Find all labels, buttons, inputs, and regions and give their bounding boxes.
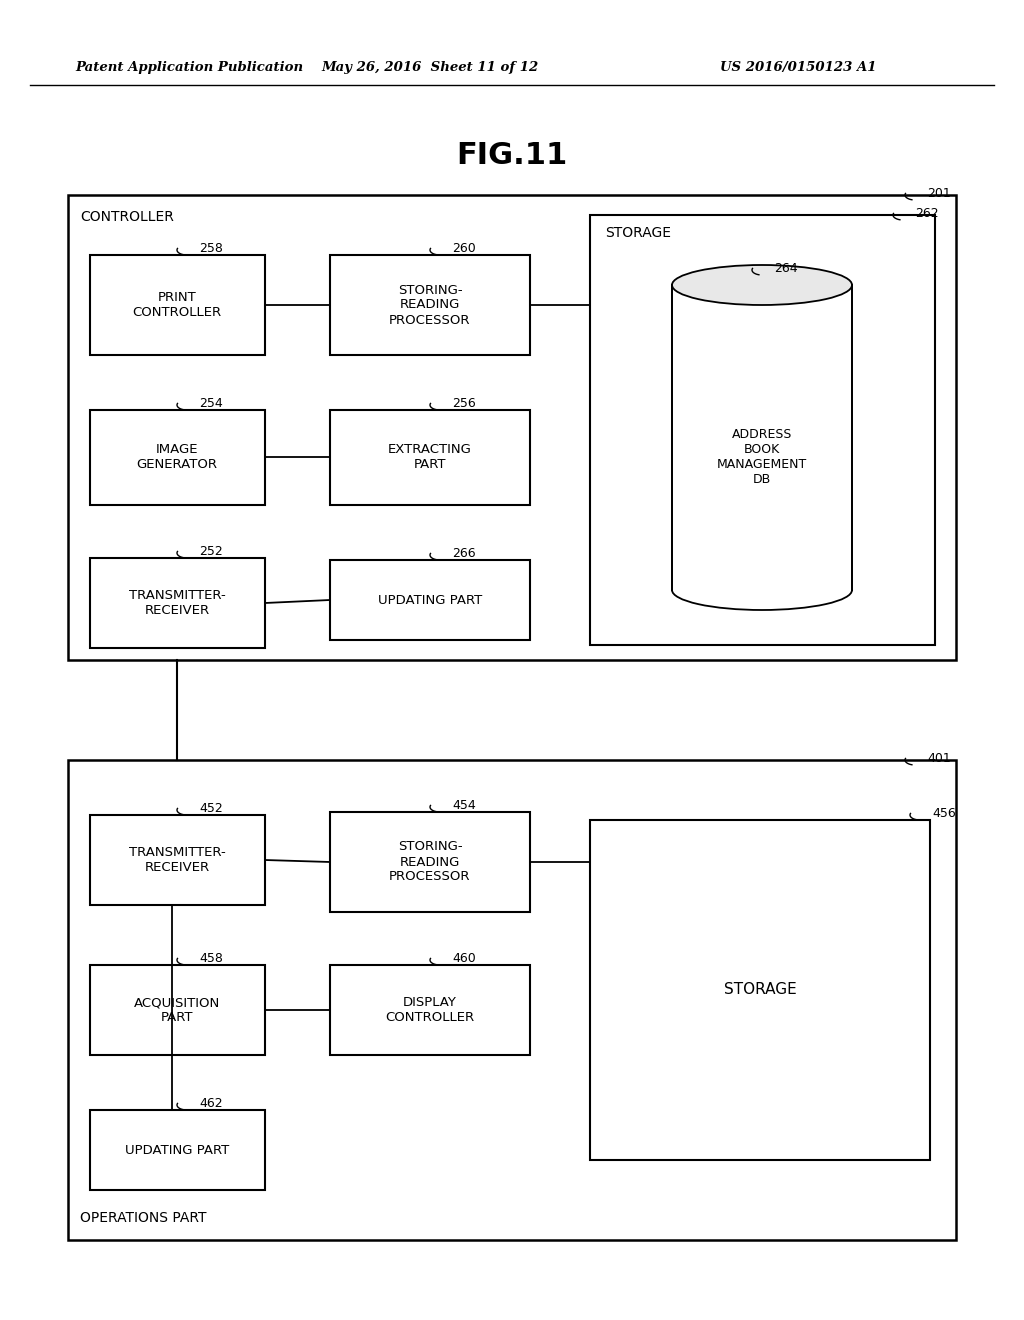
Text: STORING-
READING
PROCESSOR: STORING- READING PROCESSOR (389, 284, 471, 326)
Ellipse shape (672, 265, 852, 305)
Text: CONTROLLER: CONTROLLER (80, 210, 174, 224)
Text: STORAGE: STORAGE (724, 982, 797, 998)
Text: 454: 454 (452, 799, 476, 812)
Text: DISPLAY
CONTROLLER: DISPLAY CONTROLLER (385, 997, 474, 1024)
Text: 252: 252 (199, 545, 223, 558)
Text: IMAGE
GENERATOR: IMAGE GENERATOR (136, 444, 217, 471)
Text: 401: 401 (927, 752, 950, 766)
Text: TRANSMITTER-
RECEIVER: TRANSMITTER- RECEIVER (129, 846, 225, 874)
Bar (590, 215, 935, 645)
Text: STORAGE: STORAGE (605, 226, 671, 240)
Bar (672, 285, 852, 590)
Text: OPERATIONS PART: OPERATIONS PART (80, 1210, 207, 1225)
Text: 452: 452 (199, 803, 223, 814)
Bar (330, 560, 530, 640)
Text: FIG.11: FIG.11 (457, 140, 567, 169)
Bar (330, 965, 530, 1055)
Text: TRANSMITTER-
RECEIVER: TRANSMITTER- RECEIVER (129, 589, 225, 616)
Bar (68, 195, 956, 660)
Text: US 2016/0150123 A1: US 2016/0150123 A1 (720, 62, 877, 74)
Bar (90, 965, 265, 1055)
Text: ADDRESS
BOOK
MANAGEMENT
DB: ADDRESS BOOK MANAGEMENT DB (717, 428, 807, 486)
Text: ACQUISITION
PART: ACQUISITION PART (134, 997, 220, 1024)
Bar (90, 558, 265, 648)
Bar (90, 814, 265, 906)
Bar (68, 760, 956, 1239)
Text: 258: 258 (199, 242, 223, 255)
Text: May 26, 2016  Sheet 11 of 12: May 26, 2016 Sheet 11 of 12 (322, 62, 539, 74)
Text: 458: 458 (199, 952, 223, 965)
Text: Patent Application Publication: Patent Application Publication (75, 62, 303, 74)
Text: EXTRACTING
PART: EXTRACTING PART (388, 444, 472, 471)
Text: 462: 462 (199, 1097, 222, 1110)
Text: 260: 260 (452, 242, 476, 255)
Text: 264: 264 (774, 261, 798, 275)
Bar (90, 1110, 265, 1191)
Bar (330, 411, 530, 506)
Text: UPDATING PART: UPDATING PART (378, 594, 482, 606)
Bar (590, 820, 930, 1160)
Text: UPDATING PART: UPDATING PART (125, 1143, 229, 1156)
Text: 256: 256 (452, 397, 476, 411)
Text: 201: 201 (927, 187, 950, 201)
Text: 266: 266 (452, 546, 475, 560)
Text: 456: 456 (932, 807, 955, 820)
Bar (330, 255, 530, 355)
Text: 262: 262 (915, 207, 939, 220)
Text: STORING-
READING
PROCESSOR: STORING- READING PROCESSOR (389, 841, 471, 883)
Bar (90, 411, 265, 506)
Text: PRINT
CONTROLLER: PRINT CONTROLLER (132, 290, 221, 319)
Text: 254: 254 (199, 397, 223, 411)
Bar (90, 255, 265, 355)
Bar (330, 812, 530, 912)
Text: 460: 460 (452, 952, 476, 965)
